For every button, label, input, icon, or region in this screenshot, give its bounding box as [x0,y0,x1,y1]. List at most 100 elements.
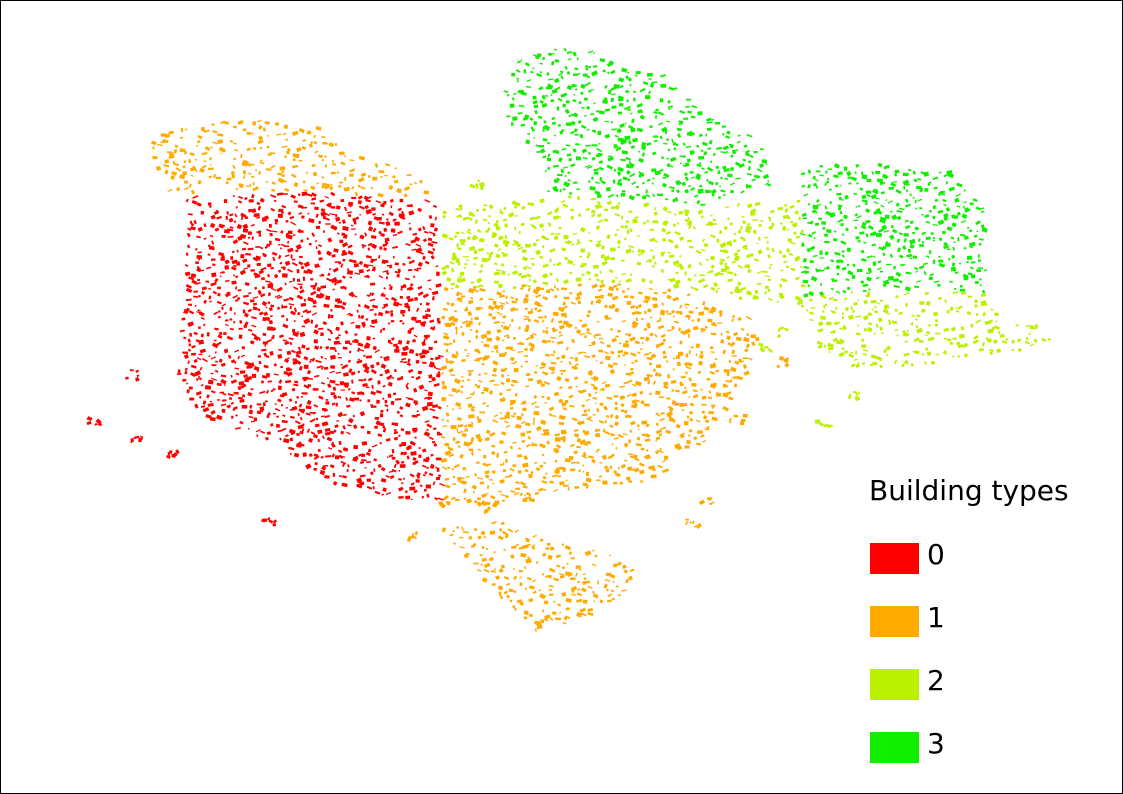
building-footprint [669,277,676,283]
building-footprint [357,184,361,188]
building-footprint [595,359,598,362]
building-footprint [461,379,465,382]
building-footprint [500,324,503,327]
building-footprint [593,379,596,382]
building-footprint [947,172,955,179]
building-footprint [662,85,666,88]
building-footprint [500,381,505,386]
building-footprint [672,283,680,289]
building-footprint [672,142,676,146]
building-footprint [663,385,669,390]
building-footprint [406,362,412,367]
building-footprint [646,72,653,77]
building-footprint [367,242,373,247]
building-footprint [861,174,868,180]
building-footprint [575,241,582,246]
building-footprint [209,222,216,229]
building-footprint [807,283,811,288]
building-footprint [274,275,278,279]
building-footprint [703,150,708,156]
building-footprint [680,330,686,336]
building-footprint [828,188,832,192]
building-footprint [1047,338,1051,341]
building-footprint [708,310,714,315]
building-footprint [505,295,508,300]
building-footprint [946,248,951,251]
building-footprint [468,245,476,252]
building-footprint [363,263,369,269]
building-footprint [753,174,761,179]
building-footprint [421,464,427,469]
building-footprint [363,378,367,382]
building-footprint [519,582,523,587]
building-footprint [388,470,394,473]
building-footprint [730,291,734,295]
building-footprint [641,278,646,283]
building-footprint [588,88,594,92]
building-footprint [486,485,490,489]
building-footprint [622,290,625,294]
building-footprint [568,157,572,162]
building-footprint [370,235,377,239]
building-footprint [722,145,729,151]
building-footprint [640,399,645,405]
building-footprint [245,253,251,256]
building-footprint [593,168,600,172]
building-footprint [709,160,713,164]
building-footprint [232,239,239,245]
building-footprint [522,544,530,549]
building-footprint [196,144,199,147]
building-footprint [281,174,285,177]
building-footprint [894,169,900,174]
building-footprint [311,197,317,201]
building-footprint [411,376,414,378]
building-footprint [401,351,408,356]
building-footprint [430,326,436,331]
building-footprint [532,100,538,105]
building-footprint [672,198,676,203]
building-footprint [338,305,343,308]
building-footprint [296,395,300,399]
building-footprint [954,287,957,291]
building-footprint [636,193,641,196]
building-footprint [590,113,595,116]
building-footprint [249,404,253,409]
legend-item-0: 0 [869,538,989,575]
building-footprint [509,407,514,410]
building-footprint [419,179,423,184]
building-footprint [528,378,533,382]
building-footprint [251,132,254,135]
building-footprint [200,405,206,408]
building-footprint [742,237,746,242]
legend-title: Building types [869,474,1069,507]
building-footprint [921,308,926,313]
building-footprint [832,298,838,301]
building-footprint [329,370,335,374]
building-footprint [334,304,340,309]
building-footprint [744,348,749,353]
building-footprint [569,456,574,460]
building-footprint [475,306,481,311]
building-footprint [428,436,434,441]
building-footprint [629,455,634,458]
building-footprint [334,336,340,341]
building-footprint [442,210,447,215]
building-footprint [242,228,249,233]
building-footprint [377,380,381,385]
building-footprint [571,593,576,596]
building-footprint [687,239,693,243]
building-footprint [753,229,757,235]
building-footprint [344,176,347,182]
building-footprint [556,106,560,111]
building-footprint [479,237,485,243]
building-footprint [480,530,486,536]
building-footprint [621,273,626,275]
building-footprint [379,413,384,418]
building-footprint [669,186,675,190]
building-footprint [342,301,347,306]
building-footprint [726,371,730,376]
building-footprint [276,415,280,419]
building-footprint [282,339,288,342]
building-footprint [385,474,390,479]
building-footprint [200,126,206,132]
